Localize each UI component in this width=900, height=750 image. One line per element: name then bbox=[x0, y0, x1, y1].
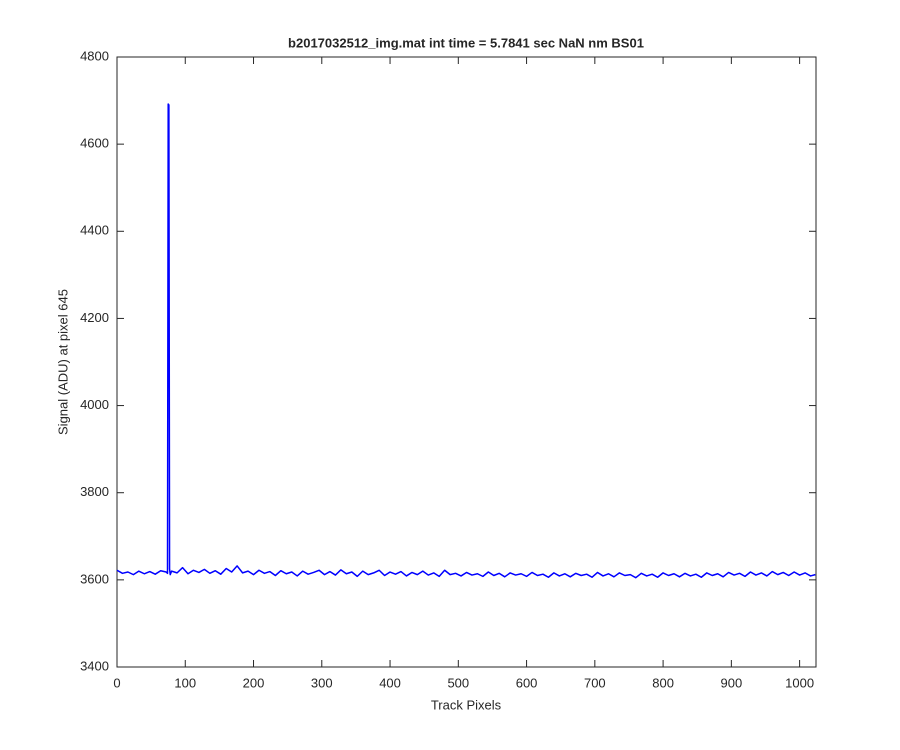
x-tick-label: 1000 bbox=[785, 675, 814, 690]
y-tick-label: 3400 bbox=[80, 658, 109, 673]
y-axis-label: Signal (ADU) at pixel 645 bbox=[55, 289, 70, 435]
y-tick-label: 3800 bbox=[80, 484, 109, 499]
x-tick-label: 900 bbox=[721, 675, 743, 690]
plot-frame bbox=[116, 56, 817, 668]
y-tick-label: 4600 bbox=[80, 136, 109, 151]
x-tick-label: 0 bbox=[113, 675, 120, 690]
x-tick-label: 400 bbox=[379, 675, 401, 690]
x-tick-label: 200 bbox=[243, 675, 265, 690]
y-tick-label: 4200 bbox=[80, 310, 109, 325]
y-tick-label: 3600 bbox=[80, 571, 109, 586]
x-tick-label: 500 bbox=[447, 675, 469, 690]
y-tick-label: 4400 bbox=[80, 223, 109, 238]
x-tick-label: 700 bbox=[584, 675, 606, 690]
chart-title: b2017032512_img.mat int time = 5.7841 se… bbox=[288, 35, 644, 50]
x-tick-label: 600 bbox=[516, 675, 538, 690]
data-line bbox=[116, 103, 816, 579]
x-axis-label: Track Pixels bbox=[431, 697, 502, 712]
y-tick-label: 4800 bbox=[80, 48, 109, 63]
x-tick-label: 300 bbox=[311, 675, 333, 690]
x-tick-label: 100 bbox=[174, 675, 196, 690]
y-tick-label: 4000 bbox=[80, 397, 109, 412]
x-tick-label: 800 bbox=[652, 675, 674, 690]
